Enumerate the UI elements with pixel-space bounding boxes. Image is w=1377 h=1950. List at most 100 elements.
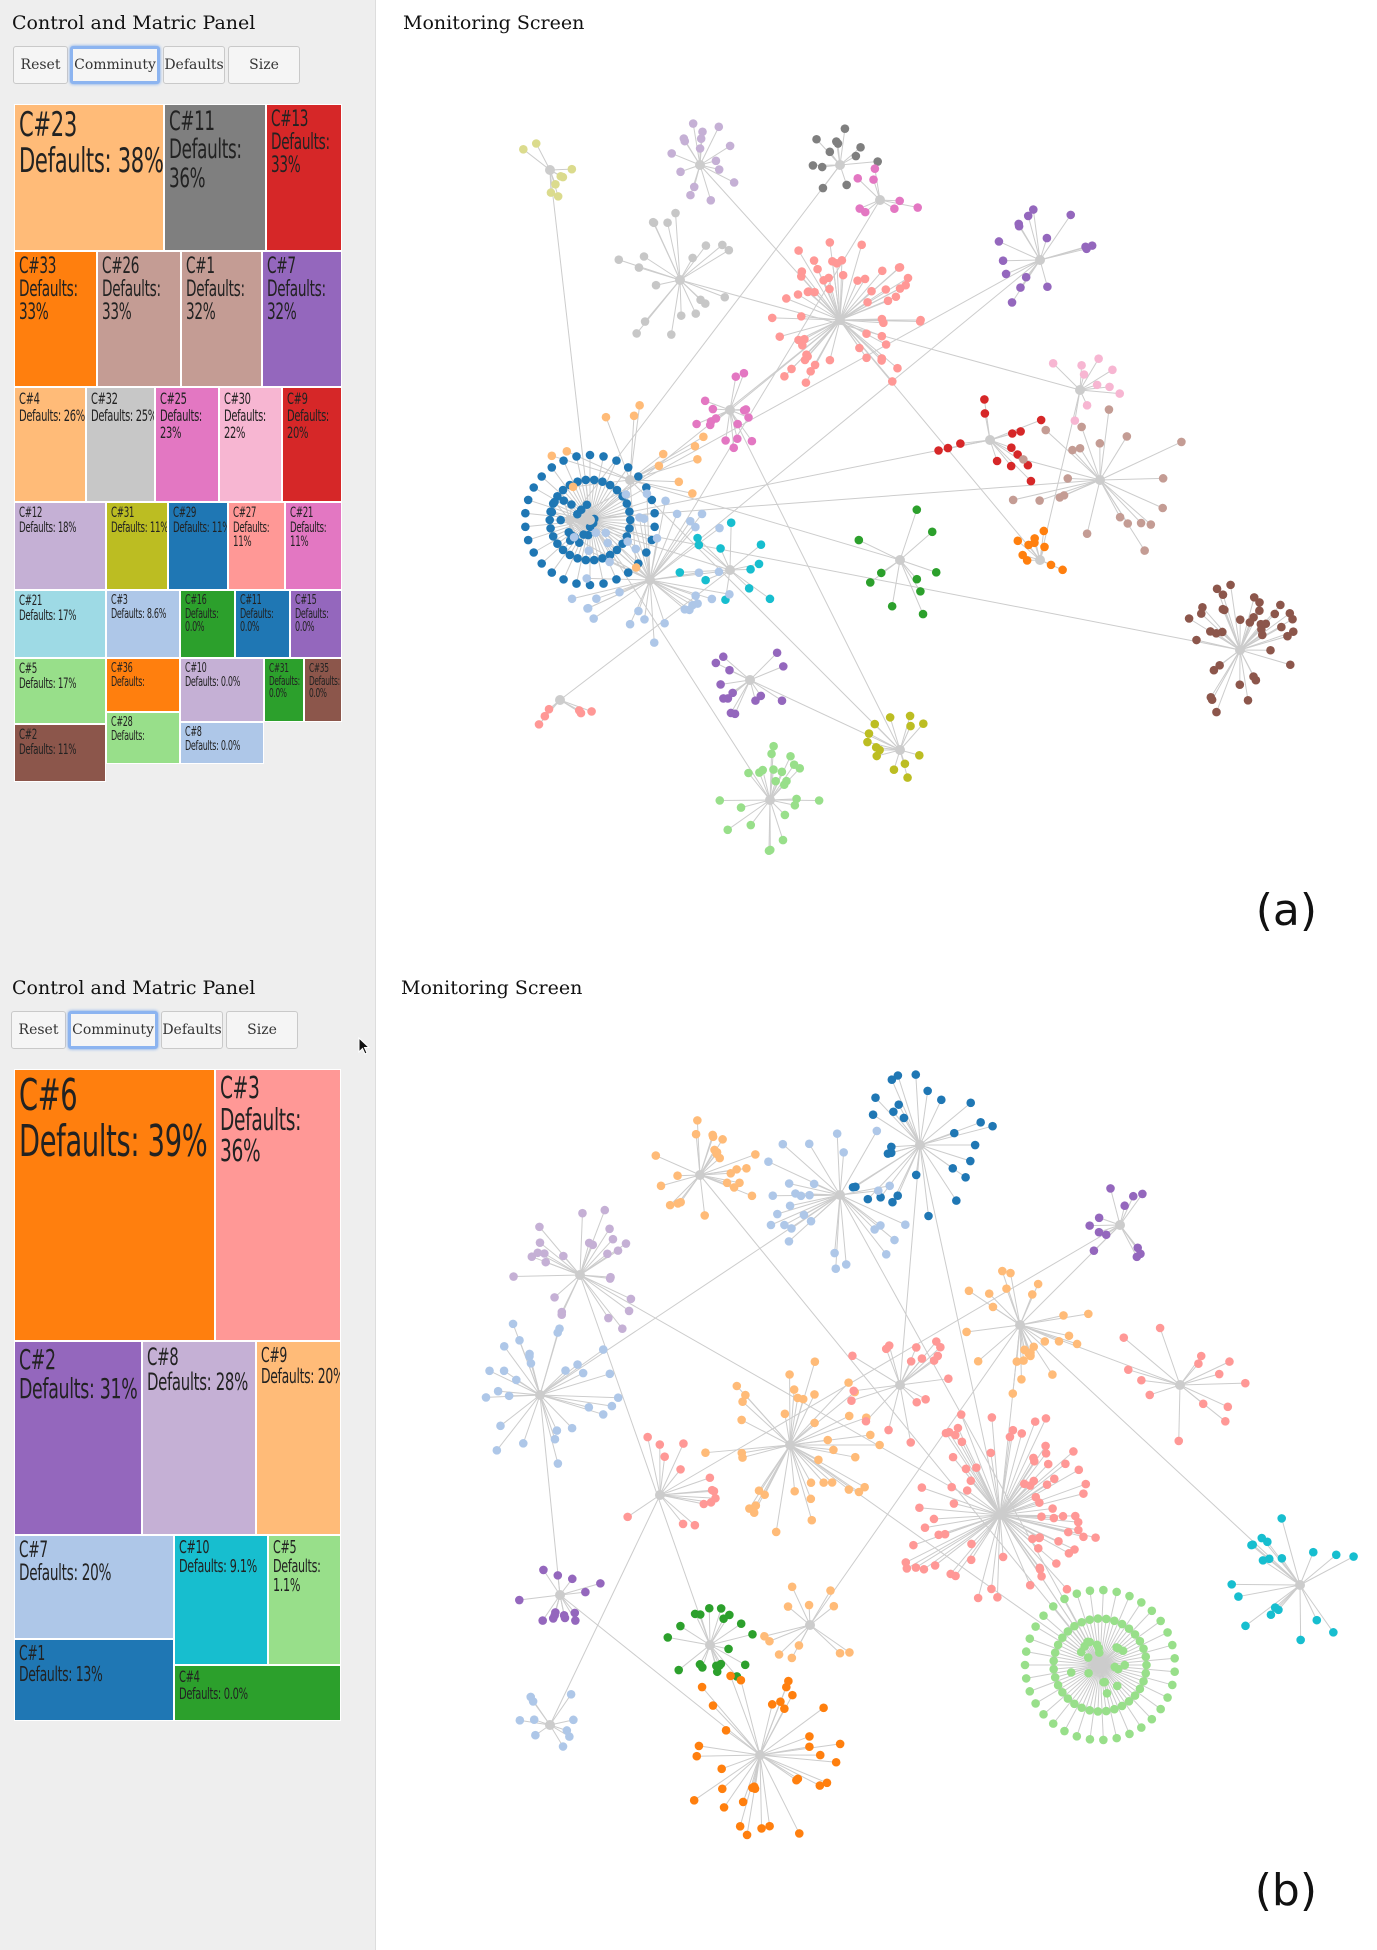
graph-node[interactable] bbox=[676, 1621, 685, 1631]
graph-node[interactable] bbox=[738, 1797, 748, 1807]
graph-node[interactable] bbox=[1095, 439, 1105, 448]
graph-hub-node[interactable] bbox=[675, 275, 685, 285]
graph-node[interactable] bbox=[887, 1075, 897, 1085]
graph-node[interactable] bbox=[738, 1397, 747, 1406]
graph-node[interactable] bbox=[680, 605, 690, 614]
graph-node[interactable] bbox=[992, 456, 1002, 466]
graph-hub-node[interactable] bbox=[1175, 1380, 1185, 1390]
graph-node[interactable] bbox=[692, 419, 701, 429]
graph-node[interactable] bbox=[1167, 1640, 1177, 1650]
graph-node[interactable] bbox=[515, 1595, 524, 1605]
graph-node[interactable] bbox=[1048, 1602, 1058, 1611]
graph-node[interactable] bbox=[825, 238, 835, 247]
graph-node[interactable] bbox=[736, 1675, 746, 1685]
graph-node[interactable] bbox=[832, 137, 841, 146]
graph-node[interactable] bbox=[810, 287, 819, 297]
graph-node[interactable] bbox=[771, 1527, 781, 1537]
graph-node[interactable] bbox=[1101, 1230, 1111, 1240]
graph-node[interactable] bbox=[810, 1357, 820, 1366]
graph-node[interactable] bbox=[1288, 627, 1298, 636]
graph-node[interactable] bbox=[748, 1629, 757, 1639]
graph-node[interactable] bbox=[724, 1644, 733, 1654]
graph-node[interactable] bbox=[492, 1446, 502, 1455]
graph-node[interactable] bbox=[998, 256, 1008, 266]
graph-node[interactable] bbox=[1075, 443, 1085, 453]
graph-node[interactable] bbox=[591, 528, 601, 537]
graph-node[interactable] bbox=[1112, 1733, 1121, 1743]
graph-node[interactable] bbox=[535, 1222, 544, 1232]
graph-node[interactable] bbox=[841, 1260, 851, 1269]
graph-node[interactable] bbox=[742, 1830, 752, 1840]
graph-node[interactable] bbox=[1053, 1680, 1063, 1690]
graph-node[interactable] bbox=[778, 835, 788, 845]
graph-node[interactable] bbox=[718, 652, 728, 662]
graph-node[interactable] bbox=[1137, 1375, 1146, 1385]
graph-node[interactable] bbox=[1083, 1653, 1093, 1662]
graph-node[interactable] bbox=[624, 1306, 634, 1316]
treemap-cell[interactable]: C#1 Defaults: 13% bbox=[14, 1639, 174, 1721]
graph-node[interactable] bbox=[889, 1107, 898, 1117]
graph-node[interactable] bbox=[948, 1452, 958, 1462]
graph-node[interactable] bbox=[793, 290, 803, 299]
treemap-cell[interactable]: C#7 Defaults: 20% bbox=[14, 1535, 174, 1639]
graph-node[interactable] bbox=[567, 1574, 577, 1584]
graph-node[interactable] bbox=[525, 1352, 534, 1361]
graph-node[interactable] bbox=[869, 175, 878, 184]
graph-node[interactable] bbox=[788, 1690, 797, 1700]
graph-node[interactable] bbox=[903, 273, 913, 283]
graph-node[interactable] bbox=[540, 711, 550, 721]
graph-node[interactable] bbox=[894, 1100, 904, 1109]
graph-node[interactable] bbox=[1331, 1550, 1341, 1560]
graph-node[interactable] bbox=[1142, 1660, 1151, 1670]
graph-node[interactable] bbox=[1037, 1512, 1046, 1521]
graph-node[interactable] bbox=[1085, 1615, 1094, 1624]
community-button[interactable]: Comminuty bbox=[70, 46, 160, 84]
graph-node[interactable] bbox=[819, 276, 828, 285]
graph-node[interactable] bbox=[1194, 1359, 1203, 1369]
graph-node[interactable] bbox=[943, 443, 953, 453]
graph-node[interactable] bbox=[1091, 1533, 1100, 1542]
graph-node[interactable] bbox=[667, 149, 676, 158]
graph-node[interactable] bbox=[854, 1487, 864, 1497]
graph-node[interactable] bbox=[599, 452, 608, 461]
graph-node[interactable] bbox=[640, 615, 649, 624]
graph-node[interactable] bbox=[1058, 1688, 1067, 1697]
graph-node[interactable] bbox=[1112, 1681, 1122, 1691]
graph-node[interactable] bbox=[848, 1351, 857, 1361]
graph-hub-node[interactable] bbox=[915, 1140, 925, 1150]
graph-node[interactable] bbox=[972, 1463, 981, 1473]
graph-node[interactable] bbox=[794, 1829, 804, 1838]
graph-node[interactable] bbox=[1113, 1664, 1123, 1674]
treemap-cell[interactable]: C#12 Defaults: 18% bbox=[14, 502, 106, 590]
graph-node[interactable] bbox=[651, 280, 661, 290]
graph-node[interactable] bbox=[493, 1386, 503, 1396]
graph-node[interactable] bbox=[809, 256, 819, 265]
graph-node[interactable] bbox=[856, 143, 865, 152]
graph-node[interactable] bbox=[1211, 628, 1221, 638]
graph-node[interactable] bbox=[676, 167, 685, 177]
graph-node[interactable] bbox=[815, 1781, 825, 1790]
graph-node[interactable] bbox=[885, 1181, 895, 1191]
graph-node[interactable] bbox=[567, 164, 577, 174]
graph-node[interactable] bbox=[632, 329, 641, 338]
graph-node[interactable] bbox=[663, 1633, 673, 1642]
graph-node[interactable] bbox=[767, 313, 777, 323]
treemap-cell[interactable]: C#29 Defaults: 11% bbox=[168, 502, 228, 590]
graph-node[interactable] bbox=[541, 1257, 551, 1267]
graph-node[interactable] bbox=[1249, 672, 1258, 681]
network-graph[interactable] bbox=[480, 60, 1360, 950]
graph-node[interactable] bbox=[550, 1434, 560, 1444]
graph-node[interactable] bbox=[1120, 1201, 1129, 1211]
graph-node[interactable] bbox=[732, 1381, 742, 1391]
graph-node[interactable] bbox=[768, 1191, 778, 1201]
graph-node[interactable] bbox=[893, 1071, 903, 1080]
graph-node[interactable] bbox=[784, 1179, 794, 1188]
graph-node[interactable] bbox=[1099, 1585, 1108, 1595]
treemap-cell[interactable]: C#10 Defaults: 9.1% bbox=[174, 1535, 268, 1665]
graph-node[interactable] bbox=[766, 1220, 776, 1230]
treemap-cell[interactable]: C#2 Defaults: 31% bbox=[14, 1341, 142, 1535]
graph-node[interactable] bbox=[918, 609, 928, 619]
graph-node[interactable] bbox=[860, 207, 870, 217]
graph-hub-node[interactable] bbox=[725, 565, 735, 575]
graph-node[interactable] bbox=[780, 1409, 790, 1419]
